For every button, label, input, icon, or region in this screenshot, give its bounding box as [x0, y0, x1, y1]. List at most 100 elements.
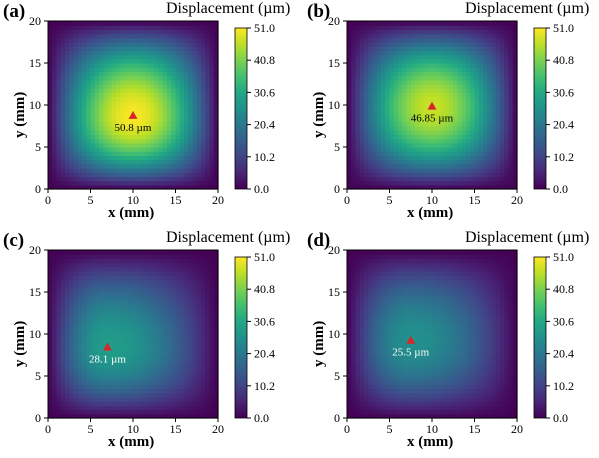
heatmap-cell: [213, 130, 219, 135]
heatmap-cell: [444, 92, 450, 98]
heatmap-cell: [154, 308, 160, 314]
heatmap-cell: [145, 296, 151, 301]
heatmap-cell: [500, 163, 505, 169]
heatmap-cell: [213, 151, 219, 156]
heatmap-cell: [111, 155, 117, 161]
heatmap-cell: [77, 329, 83, 335]
heatmap-cell: [393, 180, 399, 186]
heatmap-cell: [158, 405, 164, 411]
heatmap-cell: [175, 413, 181, 419]
heatmap-cell: [201, 42, 206, 47]
heatmap-cell: [133, 25, 138, 30]
heatmap-cell: [90, 176, 96, 182]
heatmap-cell: [137, 63, 143, 68]
heatmap-cell: [56, 84, 62, 89]
heatmap-cell: [470, 134, 476, 140]
heatmap-cell: [154, 346, 160, 352]
heatmap-cell: [487, 163, 493, 169]
heatmap-cell: [393, 105, 399, 110]
heatmap-cell: [65, 121, 70, 127]
heatmap-cell: [188, 155, 194, 161]
heatmap-cell: [103, 279, 109, 285]
y-tick-label: 5: [334, 140, 340, 154]
heatmap-cell: [209, 313, 215, 318]
heatmap-cell: [111, 54, 117, 60]
heatmap-cell: [48, 287, 53, 293]
heatmap-cell: [427, 42, 433, 47]
heatmap-cell: [56, 138, 62, 144]
heatmap-cell: [162, 105, 168, 110]
heatmap-cell: [508, 151, 514, 156]
heatmap-cell: [162, 21, 168, 26]
heatmap-cell: [171, 100, 177, 106]
heatmap-cell: [171, 392, 177, 398]
heatmap-cell: [133, 130, 138, 135]
heatmap-cell: [65, 184, 70, 190]
heatmap-cell: [116, 292, 121, 297]
heatmap-cell: [355, 163, 361, 169]
heatmap-cell: [73, 367, 79, 373]
heatmap-cell: [107, 147, 113, 152]
heatmap-cell: [141, 308, 147, 314]
heatmap-cell: [184, 321, 189, 327]
heatmap-cell: [406, 54, 412, 60]
heatmap-cell: [137, 296, 143, 301]
heatmap-cell: [99, 388, 104, 394]
heatmap-cell: [457, 184, 463, 190]
heatmap-cell: [478, 63, 484, 68]
heatmap-cell: [128, 25, 134, 30]
heatmap-cell: [116, 63, 121, 68]
heatmap-cell: [120, 266, 126, 272]
heatmap-cell: [103, 142, 109, 148]
heatmap-cell: [137, 275, 143, 280]
heatmap-cell: [201, 105, 206, 110]
heatmap-cell: [154, 300, 160, 306]
heatmap-cell: [188, 168, 194, 173]
heatmap-cell: [440, 117, 446, 123]
heatmap-cell: [432, 58, 437, 64]
heatmap-cell: [359, 54, 365, 60]
heatmap-cell: [145, 355, 151, 360]
heatmap-cell: [436, 138, 442, 144]
heatmap-cell: [179, 283, 185, 289]
heatmap-cell: [158, 151, 164, 156]
heatmap-cell: [440, 100, 446, 106]
heatmap-cell: [73, 33, 79, 39]
heatmap-cell: [213, 79, 219, 85]
panel-a: (a) Displacement (µm) 0 5 10 15 20 0 5 10 15 20 50…: [0, 0, 300, 229]
heatmap-cell: [184, 54, 189, 60]
heatmap-cell: [449, 54, 454, 60]
heatmap-cell: [487, 130, 493, 135]
heatmap-cell: [99, 392, 104, 398]
heatmap-cell: [192, 254, 198, 259]
heatmap-cell: [73, 79, 79, 85]
heatmap-cell: [209, 325, 215, 331]
heatmap-cell: [150, 355, 155, 360]
heatmap-cell: [213, 405, 219, 411]
heatmap-cell: [82, 287, 87, 293]
heatmap-cell: [470, 109, 476, 114]
heatmap-cell: [116, 304, 121, 310]
heatmap-cell: [457, 42, 463, 47]
heatmap-cell: [478, 147, 484, 152]
heatmap-cell: [372, 151, 378, 156]
heatmap-cell: [73, 25, 79, 30]
heatmap-cell: [508, 105, 514, 110]
heatmap-cell: [82, 296, 87, 301]
heatmap-cell: [440, 172, 446, 177]
heatmap-cell: [209, 363, 215, 369]
heatmap-cell: [440, 50, 446, 56]
heatmap-cell: [90, 359, 96, 364]
heatmap-cell: [453, 142, 459, 148]
heatmap-cell: [60, 50, 66, 56]
heatmap-cell: [99, 25, 104, 30]
heatmap-cell: [355, 50, 361, 56]
heatmap-cell: [141, 176, 147, 182]
heatmap-cell: [171, 25, 177, 30]
heatmap-cell: [86, 58, 92, 64]
heatmap-cell: [449, 96, 454, 102]
heatmap-cell: [457, 50, 463, 56]
heatmap-cell: [393, 58, 399, 64]
heatmap-cell: [145, 346, 151, 352]
heatmap-cell: [478, 42, 484, 47]
